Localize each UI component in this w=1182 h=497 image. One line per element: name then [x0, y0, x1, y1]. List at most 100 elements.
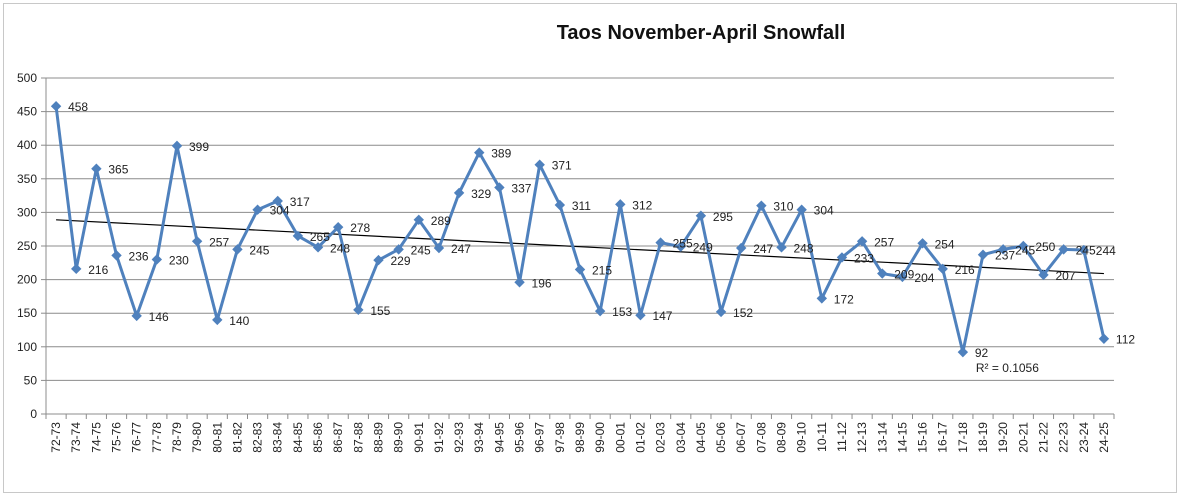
data-label: 278 [350, 221, 370, 235]
data-label: 229 [390, 254, 410, 268]
x-tick-label: 02-03 [654, 422, 668, 453]
data-label: 236 [129, 249, 149, 263]
x-tick-label: 85-86 [311, 422, 325, 453]
x-tick-label: 24-25 [1097, 422, 1111, 453]
data-point [594, 305, 606, 317]
data-point [292, 230, 304, 242]
x-tick-label: 00-01 [613, 422, 627, 453]
gridlines [46, 77, 1114, 381]
x-tick-label: 23-24 [1077, 422, 1091, 453]
data-point [655, 237, 666, 248]
x-tick-label: 95-96 [513, 422, 527, 453]
x-tick-label: 03-04 [674, 422, 688, 453]
y-tick-label: 350 [17, 172, 37, 186]
data-point [232, 244, 243, 255]
x-tick-label: 74-75 [89, 422, 103, 453]
x-tick-label: 96-97 [533, 422, 547, 453]
data-label: 337 [511, 182, 531, 196]
data-point [212, 314, 223, 326]
data-point [635, 310, 646, 321]
chart-title: Taos November-April Snowfall [557, 22, 846, 44]
data-point [252, 204, 263, 215]
data-label: 247 [753, 242, 773, 256]
data-point [312, 242, 324, 253]
x-tick-label: 21-22 [1036, 422, 1050, 453]
data-point [191, 236, 203, 247]
data-point [1098, 333, 1110, 344]
data-point [615, 199, 626, 210]
data-point [695, 210, 707, 221]
data-point [574, 264, 586, 275]
x-tick-label: 98-99 [573, 422, 587, 453]
data-point [1038, 269, 1049, 281]
data-point [494, 182, 505, 193]
x-tick-label: 73-74 [69, 422, 83, 453]
data-point [474, 147, 485, 158]
y-tick-label: 100 [17, 340, 37, 354]
x-tick-label: 97-98 [553, 422, 567, 453]
x-tick-label: 77-78 [150, 422, 164, 453]
x-tick-label: 20-21 [1016, 422, 1030, 453]
data-label: 312 [632, 198, 652, 212]
data-point [997, 244, 1009, 255]
x-tick-label: 93-94 [472, 422, 486, 453]
data-label: 289 [431, 214, 451, 228]
data-point [71, 263, 82, 275]
data-label: 215 [592, 264, 612, 278]
x-tick-label: 08-09 [775, 422, 789, 453]
y-axis-ticks: 0 50 100 150 200 250 300 350 400 450 500 [17, 71, 46, 421]
trendline [56, 219, 1104, 275]
data-label: 237 [995, 249, 1015, 263]
x-tick-label: 01-02 [633, 422, 647, 453]
x-tick-label: 11-12 [835, 422, 849, 452]
x-tick-label: 18-19 [976, 422, 990, 453]
data-point [131, 310, 142, 322]
x-tick-label: 13-14 [875, 422, 889, 453]
x-tick-label: 90-91 [412, 422, 426, 453]
data-point [514, 277, 525, 288]
data-point [856, 236, 868, 247]
data-label: 147 [652, 309, 672, 323]
data-label: 209 [894, 268, 914, 282]
data-point [332, 221, 344, 233]
data-label: 216 [88, 263, 108, 277]
data-label: 249 [693, 241, 713, 255]
data-point [1058, 244, 1069, 255]
data-point [272, 195, 283, 207]
x-tick-label: 92-93 [452, 422, 466, 453]
data-label: 365 [108, 163, 128, 177]
data-label: 196 [532, 276, 552, 290]
data-point [816, 293, 828, 304]
data-point [433, 242, 445, 254]
x-tick-label: 79-80 [190, 422, 204, 453]
data-label: 371 [552, 159, 572, 173]
data-label: 304 [270, 204, 290, 218]
x-axis-ticks: 72-73 73-74 74-75 75-76 76-77 77-78 78-79 79-80… [45, 414, 1115, 453]
x-tick-label: 78-79 [170, 422, 184, 453]
data-label: 230 [169, 253, 189, 267]
data-label: 92 [975, 346, 989, 360]
data-label: 140 [229, 314, 249, 328]
data-point [171, 140, 183, 152]
x-tick-label: 22-23 [1057, 422, 1071, 453]
data-label: 317 [290, 195, 310, 209]
data-point [413, 214, 424, 225]
x-tick-label: 76-77 [130, 422, 144, 453]
chart-frame: Taos November-April Snowfall 0 50 100 150 20… [3, 3, 1177, 493]
data-point [111, 250, 122, 261]
x-tick-label: 82-83 [251, 422, 265, 453]
data-point [877, 268, 888, 279]
x-tick-label: 12-13 [855, 422, 869, 453]
r-squared-label: R² = 0.1056 [976, 361, 1039, 375]
data-point [957, 346, 969, 358]
y-tick-label: 450 [17, 105, 37, 119]
data-label: 257 [874, 235, 894, 249]
data-point [554, 199, 566, 211]
x-tick-label: 89-90 [392, 422, 406, 453]
data-labels: 4582163652361462303992571402453043172652… [68, 100, 1135, 360]
data-point [1078, 244, 1089, 256]
y-tick-label: 500 [17, 71, 37, 85]
data-point [353, 304, 364, 316]
data-point [776, 242, 787, 253]
data-point [1018, 240, 1029, 252]
